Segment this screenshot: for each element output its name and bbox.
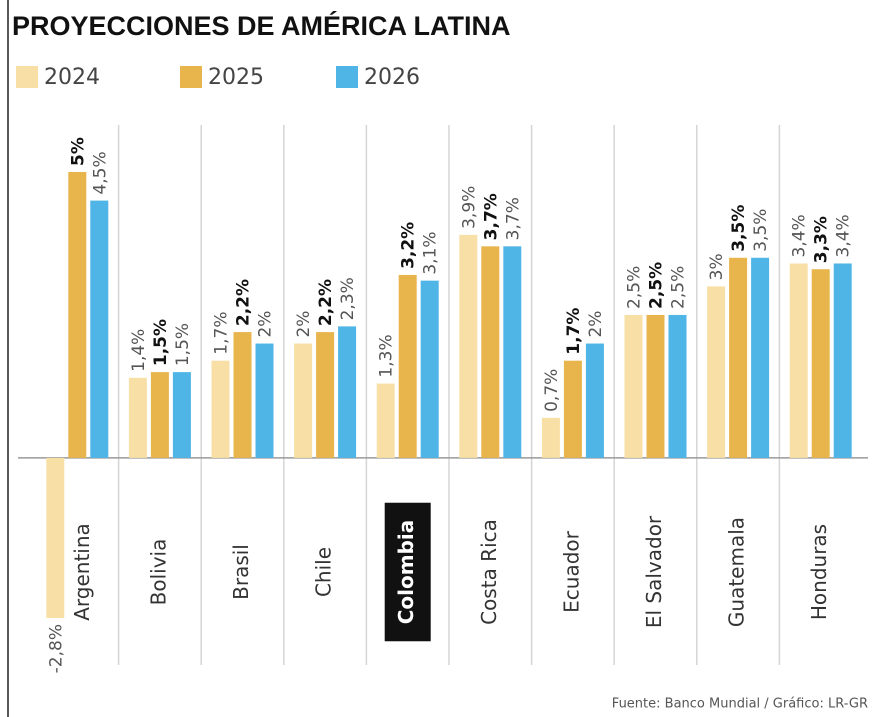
legend-label: 2026 [364,65,420,90]
x-tick-label: Ecuador [559,530,583,612]
bar [646,314,665,458]
value-label: 3,5% [751,209,771,252]
category: Costa Rica [477,519,501,625]
value-label: 3,7% [503,197,523,240]
bar [668,314,687,458]
value-label: 3,7% [481,193,501,240]
value-label: 4,5% [90,151,110,194]
bar [46,457,65,618]
value-label: 3,9% [459,186,479,229]
x-tick-label: Costa Rica [477,519,501,625]
bar [150,372,169,458]
legend-label: 2025 [208,65,264,90]
x-tick-label: El Salvador [642,515,666,628]
bar [751,257,770,458]
legend-swatch [180,66,202,88]
legend-swatch [336,66,358,88]
bar [707,286,726,458]
bar [233,332,252,458]
value-label: 3,1% [421,231,441,274]
value-label: 1,5% [151,319,171,366]
x-tick-label: Honduras [807,524,831,620]
value-label: 3,4% [790,214,810,257]
bar [789,263,808,458]
bar [338,326,357,458]
x-tick-label: Chile [312,547,336,597]
value-label: 2% [256,311,276,338]
value-label: 3,5% [729,205,749,252]
x-tick-label: Guatemala [725,517,749,627]
bar [833,263,852,458]
value-label: 2,5% [625,266,645,309]
bar [128,377,147,458]
value-label: 1,7% [564,308,584,355]
x-tick-label: Argentina [70,523,94,621]
x-tick-label: Bolivia [146,539,170,606]
category: Argentina [70,523,94,621]
bar [172,372,191,458]
bar [420,280,439,458]
value-label: 2,2% [234,279,254,326]
value-label: 1,4% [129,329,149,372]
value-label: 0,7% [542,369,562,412]
category: Chile [312,547,336,597]
value-label: 2% [586,311,606,338]
category: Ecuador [559,530,583,612]
value-label: 1,5% [173,323,193,366]
bar [90,200,109,458]
legend-swatch [16,66,38,88]
bar [376,383,395,458]
source: Fuente: Banco Mundial / Gráfico: LR-GR [612,697,868,712]
value-label: 5% [68,137,88,166]
category: Honduras [807,524,831,620]
category: El Salvador [642,515,666,628]
category: Bolivia [146,539,170,606]
bar [481,246,500,458]
category: Colombia [384,502,431,642]
bar [811,269,830,458]
value-label: -2,8% [46,624,66,673]
bar [563,360,582,458]
category: Guatemala [725,517,749,627]
bar [398,274,417,458]
category: Brasil [229,544,253,600]
bar [503,246,522,458]
bar [624,314,643,458]
bar [585,343,604,458]
value-label: 3% [707,253,727,280]
value-label: 3,3% [812,216,832,263]
value-label: 2,5% [647,262,667,309]
value-label: 2,5% [669,266,689,309]
bar [459,234,478,458]
bar [294,343,313,458]
x-tick-label: Colombia [394,520,418,625]
bar [211,360,230,458]
chart-title: PROYECCIONES DE AMÉRICA LATINA [12,10,511,41]
bar [541,417,560,458]
highlight-box [384,502,431,642]
value-label: 2,3% [338,277,358,320]
value-label: 1,7% [212,311,232,354]
value-label: 2,2% [316,279,336,326]
bar [316,332,335,458]
x-tick-label: Brasil [229,544,253,600]
value-label: 3,2% [399,222,419,269]
value-label: 1,3% [377,334,397,377]
legend-label: 2024 [44,65,100,90]
bar [255,343,274,458]
value-label: 3,4% [834,214,854,257]
value-label: 2% [294,311,314,338]
bar [68,172,87,458]
bar [729,257,748,458]
